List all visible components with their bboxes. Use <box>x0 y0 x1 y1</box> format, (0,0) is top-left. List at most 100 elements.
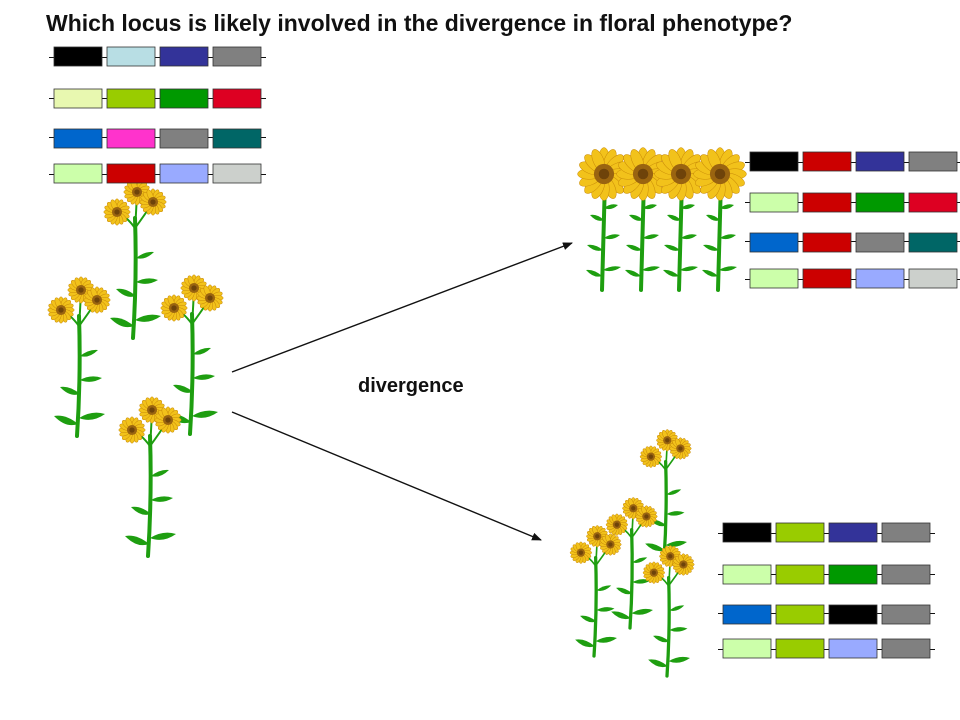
flower-head <box>635 505 658 528</box>
flower-head <box>693 147 747 201</box>
locus-block <box>159 163 209 184</box>
chromosomes-layer <box>49 46 960 659</box>
locus-block <box>855 268 905 289</box>
flower-head <box>160 294 188 322</box>
locus-block <box>212 163 262 184</box>
locus-block <box>106 46 156 67</box>
genome-ancestral <box>49 46 266 184</box>
genome-small-flower-lineage <box>718 522 935 659</box>
divergence-arrows <box>231 242 573 541</box>
locus-block <box>106 128 156 149</box>
locus-block <box>722 564 772 585</box>
locus-block <box>855 151 905 172</box>
locus-block <box>749 232 799 253</box>
locus-block <box>749 192 799 213</box>
locus-block <box>212 128 262 149</box>
locus-block <box>159 88 209 109</box>
locus-block <box>881 604 931 625</box>
locus-block <box>775 522 825 543</box>
flower-head <box>659 545 682 568</box>
flower-head <box>642 561 665 584</box>
chromosome <box>718 564 935 585</box>
chromosome <box>49 88 266 109</box>
large-flower-plant <box>693 147 747 292</box>
locus-block <box>749 151 799 172</box>
locus-block <box>722 604 772 625</box>
locus-block <box>775 564 825 585</box>
flower-head <box>83 286 111 314</box>
locus-block <box>908 192 958 213</box>
locus-block <box>881 522 931 543</box>
ancestral-plant <box>103 178 167 340</box>
locus-block <box>212 88 262 109</box>
small-flower-plant <box>605 497 658 630</box>
question-title: Which locus is likely involved in the di… <box>46 10 793 36</box>
flower-head <box>672 553 695 576</box>
ancestral-plant <box>160 274 224 436</box>
chromosome <box>745 192 960 213</box>
flower-head <box>656 429 679 452</box>
locus-block <box>106 163 156 184</box>
arrow-to-large-flower-lineage <box>231 242 573 373</box>
locus-block <box>53 128 103 149</box>
plants-layer <box>47 147 747 678</box>
flower-head <box>103 198 131 226</box>
locus-block <box>802 192 852 213</box>
locus-block <box>828 522 878 543</box>
genome-large-flower-lineage <box>745 151 960 289</box>
locus-block <box>53 46 103 67</box>
flower-head <box>118 416 146 444</box>
locus-block <box>908 268 958 289</box>
flower-head <box>599 533 622 556</box>
locus-block <box>802 268 852 289</box>
arrow-to-small-flower-lineage <box>231 411 542 541</box>
flower-head <box>154 406 182 434</box>
chromosome <box>745 151 960 172</box>
ancestral-plant <box>47 276 111 438</box>
locus-block <box>749 268 799 289</box>
chromosome <box>745 232 960 253</box>
chromosome <box>718 522 935 543</box>
flower-head <box>605 513 628 536</box>
chromosome <box>49 128 266 149</box>
flower-head <box>569 541 592 564</box>
locus-block <box>828 638 878 659</box>
locus-block <box>908 232 958 253</box>
locus-block <box>802 151 852 172</box>
locus-block <box>53 88 103 109</box>
flower-head <box>47 296 75 324</box>
chromosome <box>49 163 266 184</box>
ancestral-plant <box>118 396 182 558</box>
locus-block <box>159 128 209 149</box>
locus-block <box>828 604 878 625</box>
locus-block <box>722 638 772 659</box>
locus-block <box>775 604 825 625</box>
flower-head <box>654 147 708 201</box>
large-flower-plant <box>616 147 670 292</box>
small-flower-plant <box>569 525 622 658</box>
flower-head <box>616 147 670 201</box>
locus-block <box>881 638 931 659</box>
flower-head <box>639 445 662 468</box>
locus-block <box>908 151 958 172</box>
locus-block <box>722 522 772 543</box>
large-flower-plant <box>654 147 708 292</box>
chromosome <box>718 604 935 625</box>
divergence-label: divergence <box>358 375 464 397</box>
locus-block <box>775 638 825 659</box>
flower-head <box>669 437 692 460</box>
locus-block <box>855 192 905 213</box>
small-flower-plant <box>642 545 695 678</box>
locus-block <box>881 564 931 585</box>
locus-block <box>828 564 878 585</box>
small-flower-plant <box>639 429 692 562</box>
locus-block <box>53 163 103 184</box>
locus-block <box>159 46 209 67</box>
locus-block <box>855 232 905 253</box>
flower-head <box>139 188 167 216</box>
flower-head <box>180 274 208 302</box>
flower-head <box>67 276 95 304</box>
flower-head <box>196 284 224 312</box>
chromosome <box>745 268 960 289</box>
